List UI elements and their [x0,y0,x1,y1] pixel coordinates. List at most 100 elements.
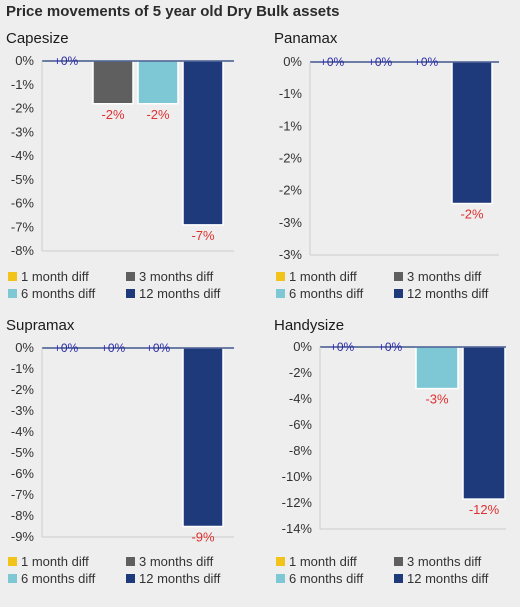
legend-label: 3 months diff [407,554,482,569]
panamax-ytick-label: -2% [279,151,303,166]
panamax-ytick-label: -3% [279,215,303,230]
handysize-legend: 1 month diff 3 months diff 6 months diff… [274,554,514,594]
capesize-ytick-label: -8% [11,243,35,258]
legend-swatch-6-months [8,574,17,583]
legend-item-1-month: 1 month diff [8,554,89,569]
capesize-ytick-label: -4% [11,148,35,163]
supramax-data-label-1: +0% [54,341,79,355]
legend-swatch-6-months [8,289,17,298]
legend-label: 12 months diff [407,286,489,301]
legend-item-3-months: 3 months diff [394,554,481,569]
handysize-ytick-label: -2% [289,365,313,380]
supramax-ytick-label: -9% [11,529,35,544]
handysize-chart: 0% -2% -4% -6% -8% -10% -12% -14% +0% +0% -3% -12% [282,339,506,536]
capesize-ytick-label: -2% [11,101,35,116]
handysize-ytick-label: 0% [293,339,312,354]
handysize-bar-4 [462,346,506,500]
supramax-title: Supramax [6,317,75,334]
capesize-bar-3 [137,60,179,105]
handysize-data-label-1: +0% [330,340,355,354]
supramax-ytick-label: -6% [11,466,35,481]
panamax-title: Panamax [274,30,338,47]
supramax-data-label-2: +0% [101,341,126,355]
legend-swatch-6-months [276,574,285,583]
panamax-legend: 1 month diff 3 months diff 6 months diff… [274,269,514,309]
legend-swatch-12-months [394,289,403,298]
legend-label: 3 months diff [139,269,214,284]
legend-item-6-months: 6 months diff [276,571,363,586]
legend-item-3-months: 3 months diff [126,269,213,284]
legend-swatch-12-months [126,574,135,583]
panamax-data-label-1: +0% [320,55,345,69]
handysize-ytick-label: -4% [289,391,313,406]
legend-item-6-months: 6 months diff [8,286,95,301]
handysize-title: Handysize [274,317,345,334]
capesize-panel: Capesize 0% -1% -2% -3% -4% -5% -6% -7% -8% +0% -2… [6,30,256,305]
panamax-panel: Panamax 0% -1% -1% -2% -2% -3% -3% +0% +0% +0% -2%… [274,30,514,305]
supramax-ytick-label: -3% [11,403,35,418]
capesize-bar-2 [92,60,134,105]
capesize-ytick-label: -6% [11,196,35,211]
legend-item-3-months: 3 months diff [126,554,213,569]
panamax-ytick-label: -1% [279,118,303,133]
capesize-ytick-label: -7% [11,219,35,234]
legend-item-3-months: 3 months diff [394,269,481,284]
legend-item-12-months: 12 months diff [394,286,488,301]
supramax-legend: 1 month diff 3 months diff 6 months diff… [6,554,246,594]
handysize-ytick-label: -10% [282,469,313,484]
legend-label: 1 month diff [289,554,357,569]
supramax-data-label-3: +0% [146,341,171,355]
panamax-chart: 0% -1% -1% -2% -2% -3% -3% +0% +0% +0% -2% [279,54,499,262]
legend-item-1-month: 1 month diff [276,269,357,284]
legend-label: 12 months diff [139,571,221,586]
supramax-ytick-label: 0% [15,340,34,355]
supramax-ytick-label: -5% [11,445,35,460]
handysize-data-label-3: -3% [425,392,449,407]
legend-item-6-months: 6 months diff [276,286,363,301]
capesize-data-label-2: -2% [101,107,125,122]
legend-label: 6 months diff [289,286,364,301]
supramax-ytick-label: -1% [11,361,35,376]
handysize-ytick-label: -12% [282,495,313,510]
legend-swatch-6-months [276,289,285,298]
supramax-bar-4 [182,347,224,528]
legend-swatch-1-month [8,557,17,566]
panamax-data-label-2: +0% [368,55,393,69]
legend-label: 3 months diff [139,554,214,569]
legend-label: 6 months diff [21,286,96,301]
panamax-data-label-4: -2% [460,207,484,222]
chart-main-title: Price movements of 5 year old Dry Bulk a… [6,3,340,20]
handysize-data-label-2: +0% [378,340,403,354]
supramax-ytick-label: -8% [11,508,35,523]
capesize-title: Capesize [6,30,69,47]
panamax-ytick-label: -1% [279,86,303,101]
legend-item-1-month: 1 month diff [8,269,89,284]
capesize-ytick-label: 0% [15,53,34,68]
panamax-data-label-3: +0% [414,55,439,69]
supramax-chart: 0% -1% -2% -3% -4% -5% -6% -7% -8% -9% +0% +0% +0% -9… [11,340,234,545]
legend-swatch-3-months [394,557,403,566]
supramax-ytick-label: -7% [11,487,35,502]
legend-item-12-months: 12 months diff [126,571,220,586]
legend-swatch-3-months [126,557,135,566]
supramax-ytick-label: -2% [11,382,35,397]
capesize-bar-4 [182,60,224,226]
legend-swatch-1-month [8,272,17,281]
panamax-ytick-label: -3% [279,247,303,262]
legend-swatch-1-month [276,557,285,566]
capesize-chart: 0% -1% -2% -3% -4% -5% -6% -7% -8% +0% -2% -2% -7% [11,53,234,258]
legend-label: 6 months diff [289,571,364,586]
handysize-ytick-label: -6% [289,417,313,432]
legend-label: 1 month diff [21,554,89,569]
capesize-data-label-1: +0% [54,54,79,68]
handysize-ytick-label: -14% [282,521,313,536]
handysize-ytick-label: -8% [289,443,313,458]
supramax-data-label-4: -9% [191,530,215,545]
legend-item-12-months: 12 months diff [126,286,220,301]
legend-swatch-3-months [126,272,135,281]
capesize-data-label-4: -7% [191,228,215,243]
supramax-ytick-label: -4% [11,424,35,439]
legend-label: 3 months diff [407,269,482,284]
supramax-panel: Supramax 0% -1% -2% -3% -4% -5% -6% -7% -8% -9% +0… [6,317,256,602]
legend-item-1-month: 1 month diff [276,554,357,569]
